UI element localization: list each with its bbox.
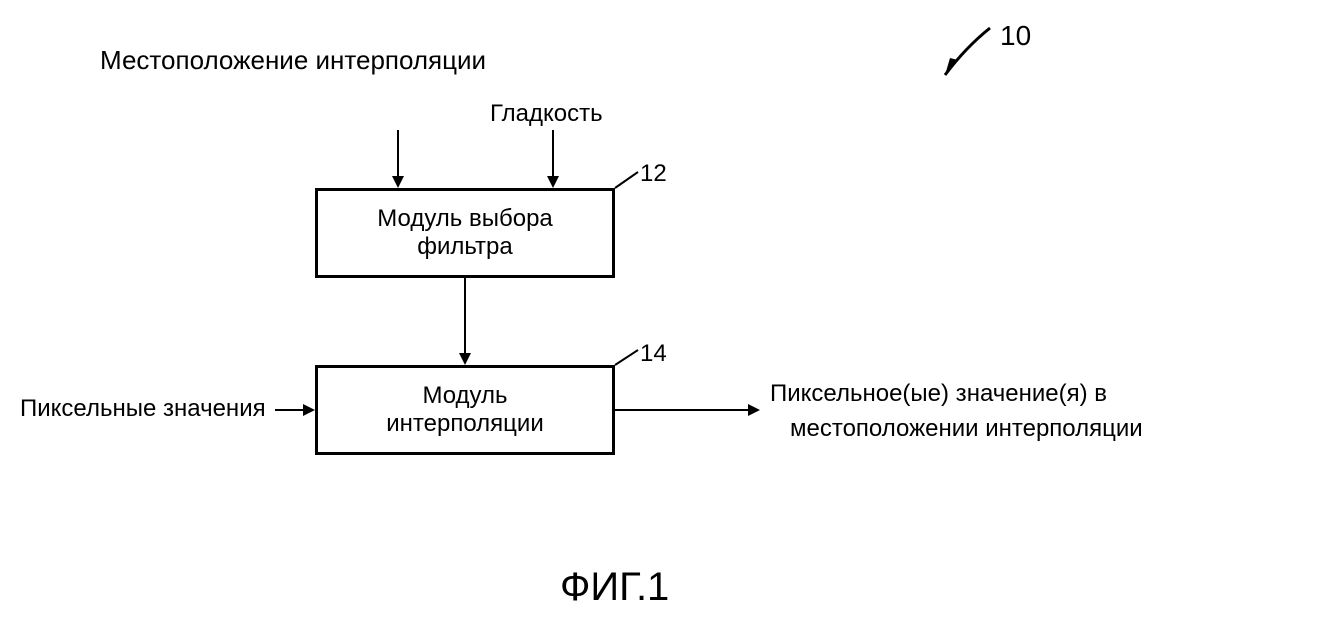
arrow-box12-to-box14 (464, 278, 466, 353)
box-interpolation-line2: интерполяции (386, 410, 543, 438)
arrowhead-smoothness-to-box12 (547, 176, 559, 188)
box-filter-selection: Модуль выбора фильтра (315, 188, 615, 278)
label-pixel-values: Пиксельные значения (20, 395, 266, 423)
box-filter-selection-line2: фильтра (377, 233, 553, 261)
arrowhead-pixels-to-box14 (303, 404, 315, 416)
ref-14: 14 (640, 340, 667, 368)
arrow-smoothness-to-box12 (552, 130, 554, 176)
label-output-line1: Пиксельное(ые) значение(я) в (770, 380, 1107, 408)
leader-14 (615, 350, 638, 365)
label-output-line2: местоположении интерполяции (790, 415, 1143, 443)
ref10-curve (945, 28, 990, 75)
arrow-location-to-box12 (397, 130, 399, 176)
arrow-box14-to-output (615, 409, 748, 411)
arrowhead-box12-to-box14 (459, 353, 471, 365)
ref10-arrowhead (945, 58, 958, 75)
box-filter-selection-line1: Модуль выбора (377, 205, 553, 233)
label-interpolation-location: Местоположение интерполяции (100, 45, 486, 76)
leader-12 (615, 172, 638, 188)
arrow-pixels-to-box14 (275, 409, 303, 411)
arrowhead-location-to-box12 (392, 176, 404, 188)
leaders-and-ref10-curve (0, 0, 1318, 624)
ref-10: 10 (1000, 20, 1031, 52)
label-smoothness: Гладкость (490, 100, 603, 128)
figure-caption: ФИГ.1 (560, 565, 669, 610)
box-interpolation-line1: Модуль (386, 382, 543, 410)
box-interpolation: Модуль интерполяции (315, 365, 615, 455)
ref-12: 12 (640, 160, 667, 188)
arrowhead-box14-to-output (748, 404, 760, 416)
